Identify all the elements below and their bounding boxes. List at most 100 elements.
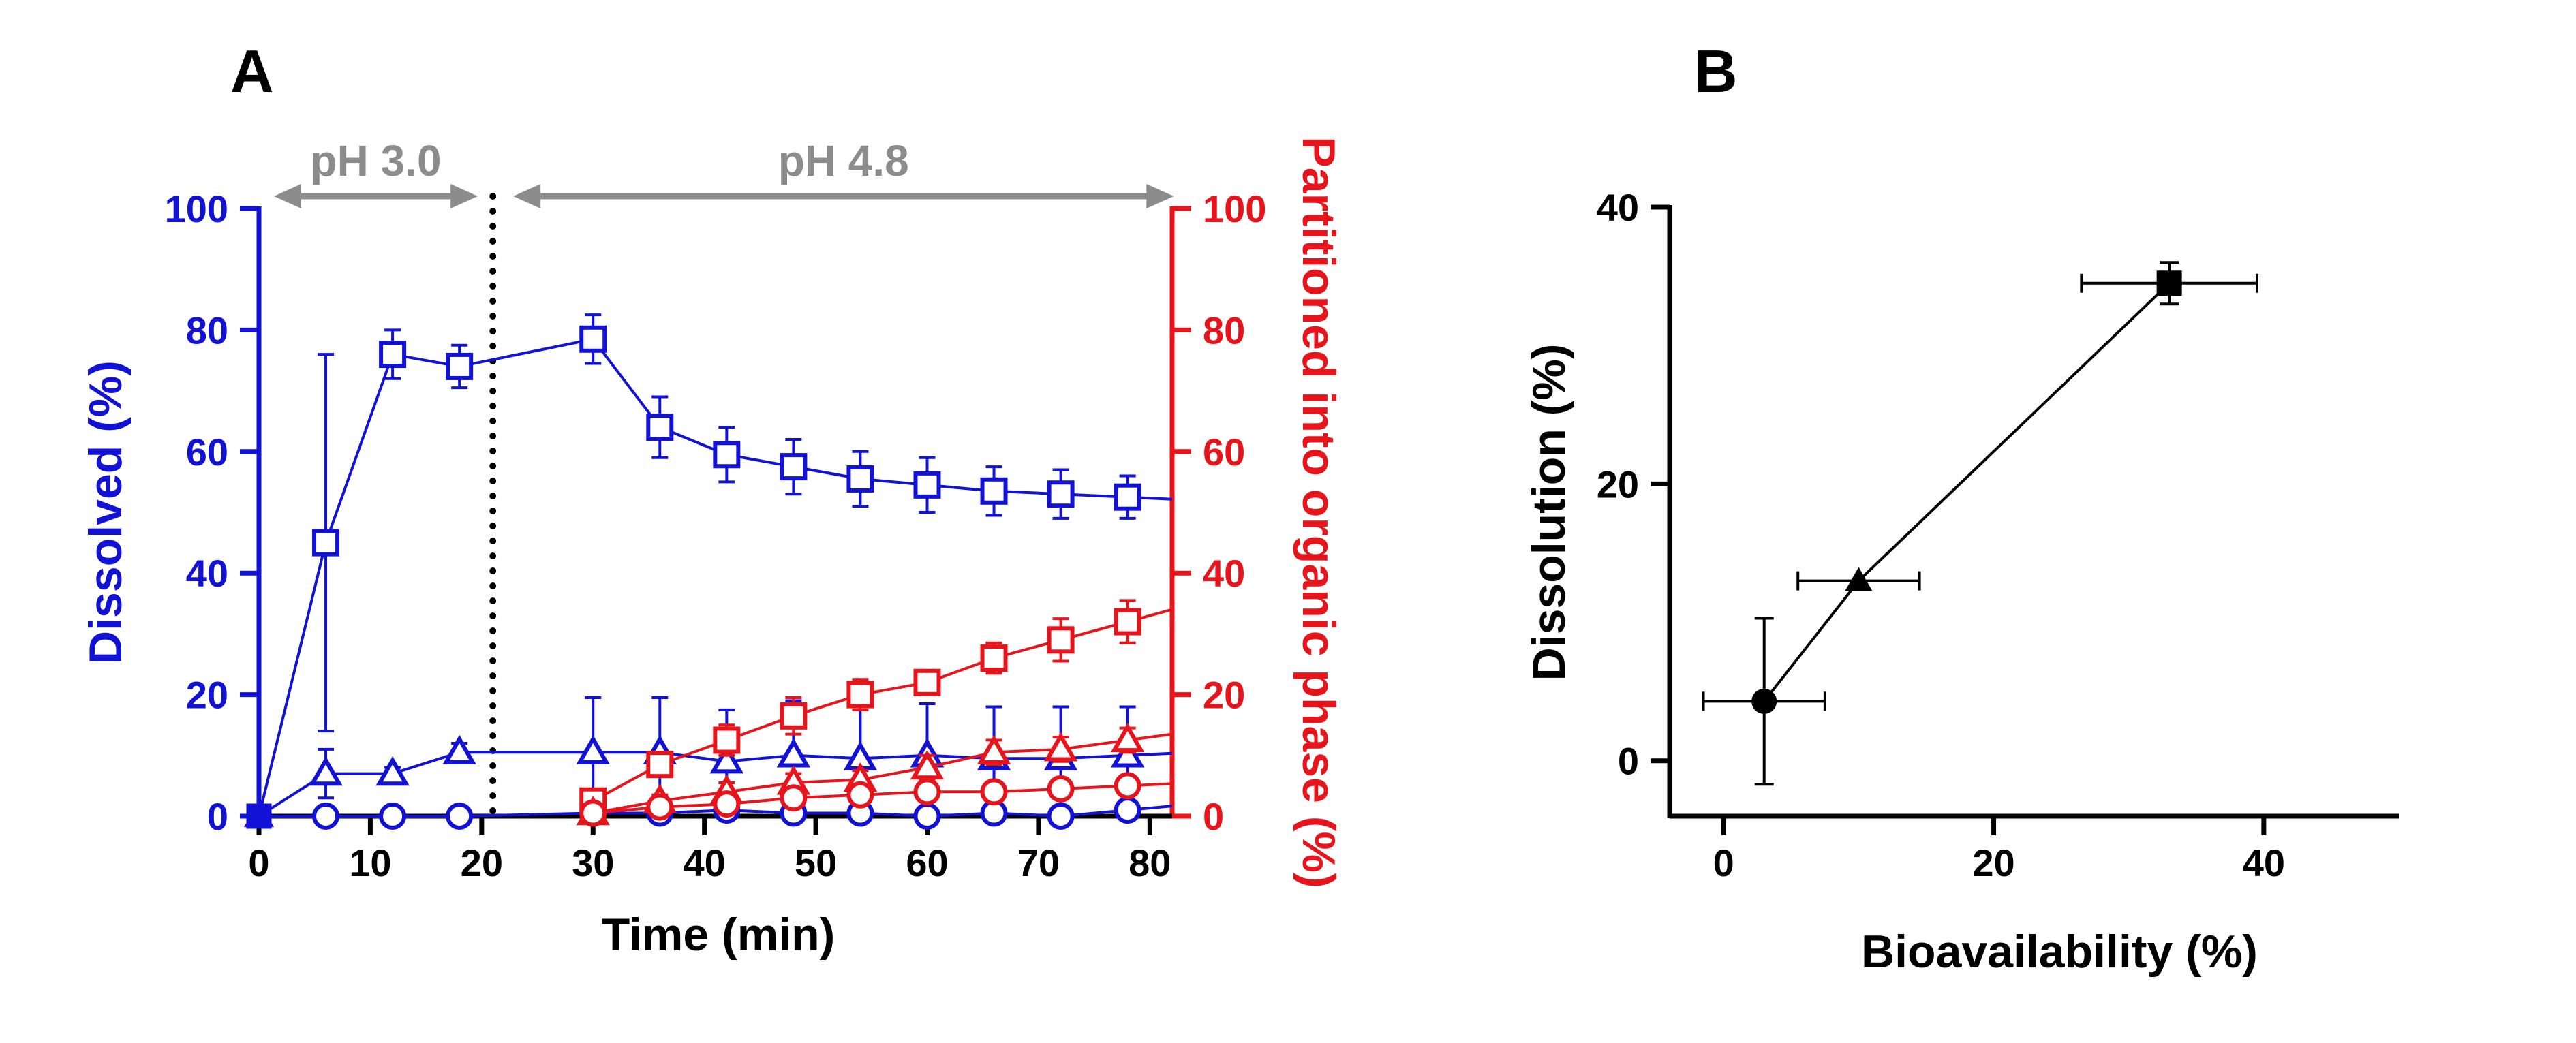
panel-a-left-tick-label: 80 — [186, 309, 228, 352]
panel-a-axes: 0 20 40 60 80 100 0 20 40 60 80 100 0 10 20 30 40 50 60 70 8… — [165, 187, 1267, 884]
data-point-square — [780, 702, 808, 730]
panel-b-axes: 0 20 40 0 20 40 — [1597, 186, 2399, 884]
series-red-square — [579, 599, 1173, 815]
panel-b-x-tick-label: 40 — [2243, 841, 2285, 884]
panel-b-series — [1702, 261, 2258, 786]
data-point-square — [913, 471, 941, 499]
data-point-square — [646, 751, 674, 779]
panel-b-x-axis-title: Bioavailability (%) — [1861, 926, 2258, 978]
data-point-square — [579, 325, 607, 353]
panel-a-x-tick-label: 20 — [461, 841, 503, 884]
series-line — [593, 782, 1173, 815]
panel-a-right-tick-label: 80 — [1203, 309, 1245, 352]
data-point-circle — [913, 778, 941, 806]
data-point-triangle — [910, 750, 945, 780]
panel-b-y-tick-label: 20 — [1597, 463, 1639, 505]
data-point-triangle — [375, 756, 410, 786]
panel-a-left-tick-label: 40 — [186, 552, 228, 595]
panel-b-point-circle — [1702, 617, 1826, 786]
data-point-triangle — [977, 734, 1011, 764]
panel-a-x-tick-label: 10 — [349, 841, 391, 884]
phase-label: pH 4.8 — [778, 136, 909, 185]
panel-b-point-square — [2080, 261, 2258, 306]
data-point-square — [713, 441, 741, 469]
data-point-square — [379, 341, 407, 369]
data-point-square — [1114, 608, 1141, 636]
data-point-square — [1114, 483, 1141, 511]
panel-b-x-tick-label: 20 — [1972, 841, 2014, 884]
data-point-square — [780, 453, 808, 481]
panel-b-x-tick-label: 0 — [1713, 841, 1734, 884]
data-point-square — [980, 644, 1008, 672]
data-point-square — [1047, 480, 1075, 508]
panel-a-x-tick-label: 0 — [248, 841, 269, 884]
panel-a-x-tick-label: 80 — [1129, 841, 1171, 884]
data-point-circle — [780, 784, 808, 812]
data-point-square — [713, 726, 741, 754]
data-point-circle — [646, 793, 674, 821]
series-blue-circle — [246, 796, 1173, 830]
data-point-triangle — [576, 734, 610, 764]
panel-b-label: B — [1694, 37, 1738, 105]
panel-a-right-tick-label: 0 — [1203, 795, 1224, 838]
data-point-square — [446, 352, 474, 380]
panel-b-y-tick-label: 40 — [1597, 186, 1639, 229]
data-point-square — [312, 529, 340, 557]
data-point-square — [2156, 270, 2182, 296]
panel-a-x-tick-label: 30 — [572, 841, 614, 884]
data-point-circle — [1047, 775, 1075, 803]
data-point-circle — [1114, 796, 1141, 824]
series-red-circle — [579, 772, 1173, 827]
data-point-circle — [446, 803, 474, 830]
panel-a-left-tick-label: 100 — [165, 187, 228, 230]
panel-a-series — [243, 313, 1173, 830]
data-point-circle — [579, 799, 607, 827]
panel-a-x-tick-label: 40 — [684, 841, 726, 884]
phase-annotations: pH 3.0 pH 4.8 — [274, 136, 1174, 820]
series-line — [592, 732, 1173, 815]
phase-arrow-head-left — [274, 184, 301, 208]
panel-a-left-tick-label: 20 — [186, 674, 228, 717]
data-point-square — [646, 414, 674, 441]
data-point-triangle — [1110, 738, 1145, 768]
panel-b-point-triangle — [1796, 567, 1921, 591]
panel-a-right-tick-label: 100 — [1203, 187, 1266, 230]
data-point-circle — [1751, 688, 1777, 714]
data-point-circle — [379, 803, 407, 830]
panel-b-connecting-line — [1763, 282, 2171, 702]
data-point-circle — [1114, 772, 1141, 800]
data-point-triangle — [309, 756, 343, 786]
panel-a-x-tick-label: 70 — [1017, 841, 1060, 884]
data-point-square — [846, 465, 874, 493]
panel-a-x-tick-label: 50 — [795, 841, 837, 884]
data-point-square — [1047, 626, 1075, 654]
panel-a-right-tick-label: 40 — [1203, 552, 1245, 595]
data-point-circle — [1047, 803, 1075, 830]
series-line — [592, 608, 1173, 803]
panel-a-x-axis-title: Time (min) — [602, 909, 835, 961]
panel-a-x-tick-label: 60 — [906, 841, 948, 884]
phase-arrow-head-right — [1146, 184, 1174, 208]
panel-a-right-tick-label: 20 — [1203, 674, 1245, 717]
data-point-triangle — [442, 734, 476, 764]
panel-a-left-axis-title: Dissolved (%) — [80, 360, 132, 664]
data-point-circle — [913, 803, 941, 830]
panel-a-right-tick-label: 60 — [1203, 431, 1245, 473]
data-point-triangle — [1043, 732, 1078, 762]
data-point-circle — [980, 778, 1008, 806]
data-point-triangle — [1110, 722, 1145, 753]
panel-a-right-axis-title: Partitioned into organic phase (%) — [1293, 136, 1345, 888]
data-point-triangle — [709, 744, 744, 774]
panel-b-y-tick-label: 0 — [1618, 740, 1639, 783]
panel-a-label: A — [230, 37, 274, 105]
panel-b-y-axis-title: Dissolution (%) — [1523, 344, 1575, 681]
data-point-square — [846, 681, 874, 709]
data-point-circle — [312, 803, 340, 830]
data-point-triangle — [776, 738, 811, 768]
data-point-circle — [713, 790, 741, 818]
phase-arrow-head-right — [450, 184, 478, 208]
panel-a-left-tick-label: 60 — [186, 431, 228, 473]
phase-arrow-head-left — [513, 184, 541, 208]
data-point-square — [913, 668, 941, 696]
